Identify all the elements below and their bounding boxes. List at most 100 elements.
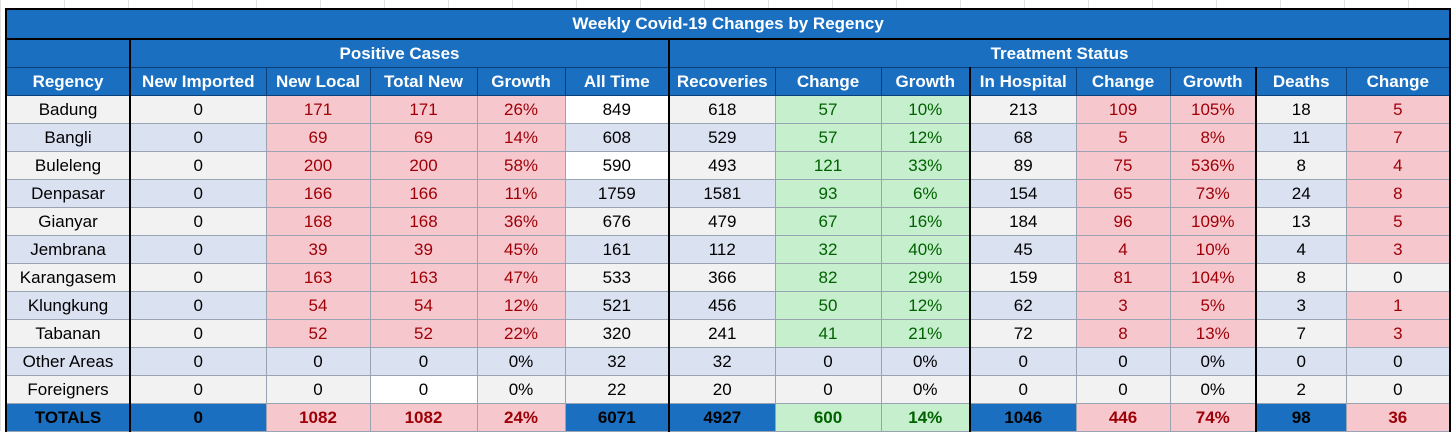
cell-in-hospital[interactable]: 184	[969, 207, 1077, 236]
cell-recoveries[interactable]: 1581	[668, 179, 776, 208]
cell-growth[interactable]: 22%	[476, 319, 566, 348]
cell-new-imported[interactable]: 0	[129, 95, 267, 124]
regency-name-cell[interactable]: Jembrana	[5, 235, 131, 264]
cell-deaths[interactable]: 11	[1255, 123, 1347, 152]
totals-new-imported[interactable]: 0	[129, 403, 267, 432]
cell-growth[interactable]: 47%	[476, 263, 566, 292]
cell-all-time[interactable]: 608	[564, 123, 670, 152]
cell-recoveries[interactable]: 241	[668, 319, 776, 348]
cell-recoveries[interactable]: 366	[668, 263, 776, 292]
cell-deaths[interactable]: 7	[1255, 319, 1347, 348]
cell-growth[interactable]: 14%	[476, 123, 566, 152]
cell-deaths-change[interactable]: 5	[1345, 95, 1452, 124]
cell-all-time[interactable]: 1759	[564, 179, 670, 208]
cell-new-imported[interactable]: 0	[129, 151, 267, 180]
column-header-all-time[interactable]: All Time	[564, 67, 670, 96]
totals-recoveries[interactable]: 4927	[668, 403, 776, 432]
totals-deaths-change[interactable]: 36	[1345, 403, 1452, 432]
cell-total-new[interactable]: 39	[369, 235, 478, 264]
cell-recoveries-growth[interactable]: 33%	[880, 151, 971, 180]
cell-hospital-growth[interactable]: 104%	[1169, 263, 1257, 292]
cell-hospital-growth[interactable]: 109%	[1169, 207, 1257, 236]
cell-all-time[interactable]: 521	[564, 291, 670, 320]
cell-new-imported[interactable]: 0	[129, 179, 267, 208]
cell-new-local[interactable]: 52	[265, 319, 371, 348]
column-header-growth[interactable]: Growth	[476, 67, 566, 96]
cell-recoveries-change[interactable]: 93	[774, 179, 882, 208]
cell-recoveries-change[interactable]: 32	[774, 235, 882, 264]
cell-deaths[interactable]: 18	[1255, 95, 1347, 124]
cell-new-imported[interactable]: 0	[129, 263, 267, 292]
cell-recoveries-change[interactable]: 82	[774, 263, 882, 292]
cell-hospital-change[interactable]: 75	[1075, 151, 1171, 180]
totals-recoveries-change[interactable]: 600	[774, 403, 882, 432]
regency-name-cell[interactable]: Buleleng	[5, 151, 131, 180]
cell-recoveries-growth[interactable]: 21%	[880, 319, 971, 348]
cell-in-hospital[interactable]: 0	[969, 375, 1077, 404]
cell-recoveries-change[interactable]: 57	[774, 95, 882, 124]
cell-hospital-growth[interactable]: 10%	[1169, 235, 1257, 264]
cell-total-new[interactable]: 54	[369, 291, 478, 320]
cell-growth[interactable]: 58%	[476, 151, 566, 180]
cell-recoveries-growth[interactable]: 29%	[880, 263, 971, 292]
cell-in-hospital[interactable]: 89	[969, 151, 1077, 180]
totals-deaths[interactable]: 98	[1255, 403, 1347, 432]
table-title[interactable]: Weekly Covid-19 Changes by Regency	[4, 8, 1452, 40]
column-header-total-new[interactable]: Total New	[369, 67, 478, 96]
cell-hospital-growth[interactable]: 536%	[1169, 151, 1257, 180]
totals-hospital-growth[interactable]: 74%	[1169, 403, 1257, 432]
cell-all-time[interactable]: 22	[564, 375, 670, 404]
cell-deaths[interactable]: 24	[1255, 179, 1347, 208]
cell-new-imported[interactable]: 0	[129, 123, 267, 152]
cell-new-local[interactable]: 200	[265, 151, 371, 180]
cell-hospital-change[interactable]: 3	[1075, 291, 1171, 320]
cell-recoveries-change[interactable]: 67	[774, 207, 882, 236]
cell-total-new[interactable]: 69	[369, 123, 478, 152]
cell-total-new[interactable]: 171	[369, 95, 478, 124]
cell-in-hospital[interactable]: 72	[969, 319, 1077, 348]
totals-hospital-change[interactable]: 446	[1075, 403, 1171, 432]
column-header-new-local[interactable]: New Local	[265, 67, 371, 96]
cell-deaths[interactable]: 13	[1255, 207, 1347, 236]
cell-recoveries-change[interactable]: 0	[774, 347, 882, 376]
cell-all-time[interactable]: 161	[564, 235, 670, 264]
cell-growth[interactable]: 11%	[476, 179, 566, 208]
cell-deaths-change[interactable]: 0	[1345, 263, 1452, 292]
cell-recoveries[interactable]: 456	[668, 291, 776, 320]
regency-name-cell[interactable]: Foreigners	[5, 375, 131, 404]
cell-all-time[interactable]: 32	[564, 347, 670, 376]
cell-in-hospital[interactable]: 68	[969, 123, 1077, 152]
cell-deaths-change[interactable]: 4	[1345, 151, 1452, 180]
cell-hospital-change[interactable]: 4	[1075, 235, 1171, 264]
cell-new-imported[interactable]: 0	[129, 291, 267, 320]
cell-deaths-change[interactable]: 1	[1345, 291, 1452, 320]
regency-name-cell[interactable]: Other Areas	[5, 347, 131, 376]
column-header-deaths-change[interactable]: Change	[1345, 67, 1452, 96]
totals-label[interactable]: TOTALS	[5, 403, 131, 432]
regency-name-cell[interactable]: Badung	[5, 95, 131, 124]
cell-recoveries-growth[interactable]: 40%	[880, 235, 971, 264]
cell-deaths-change[interactable]: 0	[1345, 347, 1452, 376]
cell-growth[interactable]: 45%	[476, 235, 566, 264]
cell-all-time[interactable]: 533	[564, 263, 670, 292]
totals-recoveries-growth[interactable]: 14%	[880, 403, 971, 432]
cell-new-imported[interactable]: 0	[129, 207, 267, 236]
cell-hospital-growth[interactable]: 0%	[1169, 375, 1257, 404]
cell-hospital-growth[interactable]: 5%	[1169, 291, 1257, 320]
column-header-in-hospital[interactable]: In Hospital	[969, 67, 1077, 96]
cell-hospital-growth[interactable]: 8%	[1169, 123, 1257, 152]
cell-new-local[interactable]: 0	[265, 347, 371, 376]
regency-name-cell[interactable]: Bangli	[5, 123, 131, 152]
column-header-regency[interactable]: Regency	[5, 67, 131, 96]
cell-new-imported[interactable]: 0	[129, 375, 267, 404]
cell-hospital-change[interactable]: 0	[1075, 375, 1171, 404]
regency-name-cell[interactable]: Tabanan	[5, 319, 131, 348]
cell-all-time[interactable]: 849	[564, 95, 670, 124]
cell-new-local[interactable]: 54	[265, 291, 371, 320]
cell-total-new[interactable]: 168	[369, 207, 478, 236]
cell-recoveries-change[interactable]: 41	[774, 319, 882, 348]
cell-deaths[interactable]: 0	[1255, 347, 1347, 376]
cell-new-local[interactable]: 163	[265, 263, 371, 292]
cell-hospital-growth[interactable]: 13%	[1169, 319, 1257, 348]
cell-hospital-growth[interactable]: 73%	[1169, 179, 1257, 208]
